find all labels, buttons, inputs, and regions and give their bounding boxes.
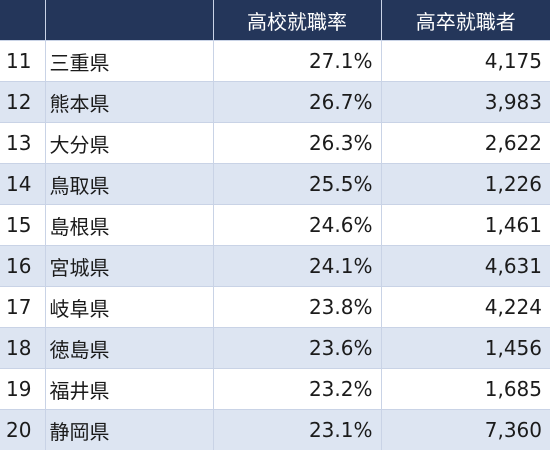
table-row: 13 大分県 26.3% 2,622	[0, 123, 550, 164]
employed-graduates-cell: 2,622	[381, 123, 550, 164]
header-row: 高校就職率 高卒就職者	[0, 0, 550, 41]
employed-graduates-cell: 1,226	[381, 164, 550, 205]
employed-graduates-cell: 1,685	[381, 369, 550, 410]
table-row: 11 三重県 27.1% 4,175	[0, 41, 550, 82]
table-header: 高校就職率 高卒就職者	[0, 0, 550, 41]
rank-cell: 15	[0, 205, 45, 246]
employed-graduates-cell: 4,224	[381, 287, 550, 328]
table-row: 14 鳥取県 25.5% 1,226	[0, 164, 550, 205]
rank-cell: 17	[0, 287, 45, 328]
table-row: 17 岐阜県 23.8% 4,224	[0, 287, 550, 328]
employment-rate-cell: 26.3%	[213, 123, 381, 164]
rank-cell: 19	[0, 369, 45, 410]
rank-cell: 16	[0, 246, 45, 287]
table-body: 11 三重県 27.1% 4,175 12 熊本県 26.7% 3,983 13…	[0, 41, 550, 450]
table-row: 18 徳島県 23.6% 1,456	[0, 328, 550, 369]
employment-rate-cell: 26.7%	[213, 82, 381, 123]
table-row: 12 熊本県 26.7% 3,983	[0, 82, 550, 123]
prefecture-cell: 福井県	[45, 369, 213, 410]
rank-cell: 14	[0, 164, 45, 205]
table-row: 19 福井県 23.2% 1,685	[0, 369, 550, 410]
prefecture-cell: 岐阜県	[45, 287, 213, 328]
prefecture-cell: 宮城県	[45, 246, 213, 287]
employment-rate-cell: 24.1%	[213, 246, 381, 287]
rank-cell: 13	[0, 123, 45, 164]
rank-cell: 12	[0, 82, 45, 123]
rank-cell: 20	[0, 410, 45, 450]
header-employed-graduates: 高卒就職者	[381, 0, 550, 41]
prefecture-cell: 三重県	[45, 41, 213, 82]
employment-rate-cell: 23.2%	[213, 369, 381, 410]
employed-graduates-cell: 1,456	[381, 328, 550, 369]
employment-rate-cell: 23.8%	[213, 287, 381, 328]
header-rank	[0, 0, 45, 41]
prefecture-cell: 大分県	[45, 123, 213, 164]
table-row: 15 島根県 24.6% 1,461	[0, 205, 550, 246]
employed-graduates-cell: 3,983	[381, 82, 550, 123]
rank-cell: 18	[0, 328, 45, 369]
employed-graduates-cell: 4,175	[381, 41, 550, 82]
header-prefecture	[45, 0, 213, 41]
employed-graduates-cell: 4,631	[381, 246, 550, 287]
prefecture-cell: 島根県	[45, 205, 213, 246]
table-row: 16 宮城県 24.1% 4,631	[0, 246, 550, 287]
prefecture-cell: 静岡県	[45, 410, 213, 450]
employment-rate-cell: 23.6%	[213, 328, 381, 369]
employment-rate-cell: 24.6%	[213, 205, 381, 246]
table-row: 20 静岡県 23.1% 7,360	[0, 410, 550, 450]
employed-graduates-cell: 7,360	[381, 410, 550, 450]
rank-cell: 11	[0, 41, 45, 82]
employment-rate-cell: 27.1%	[213, 41, 381, 82]
header-employment-rate: 高校就職率	[213, 0, 381, 41]
employment-rate-cell: 23.1%	[213, 410, 381, 450]
employment-rate-cell: 25.5%	[213, 164, 381, 205]
employed-graduates-cell: 1,461	[381, 205, 550, 246]
prefecture-cell: 徳島県	[45, 328, 213, 369]
prefecture-cell: 鳥取県	[45, 164, 213, 205]
prefecture-cell: 熊本県	[45, 82, 213, 123]
